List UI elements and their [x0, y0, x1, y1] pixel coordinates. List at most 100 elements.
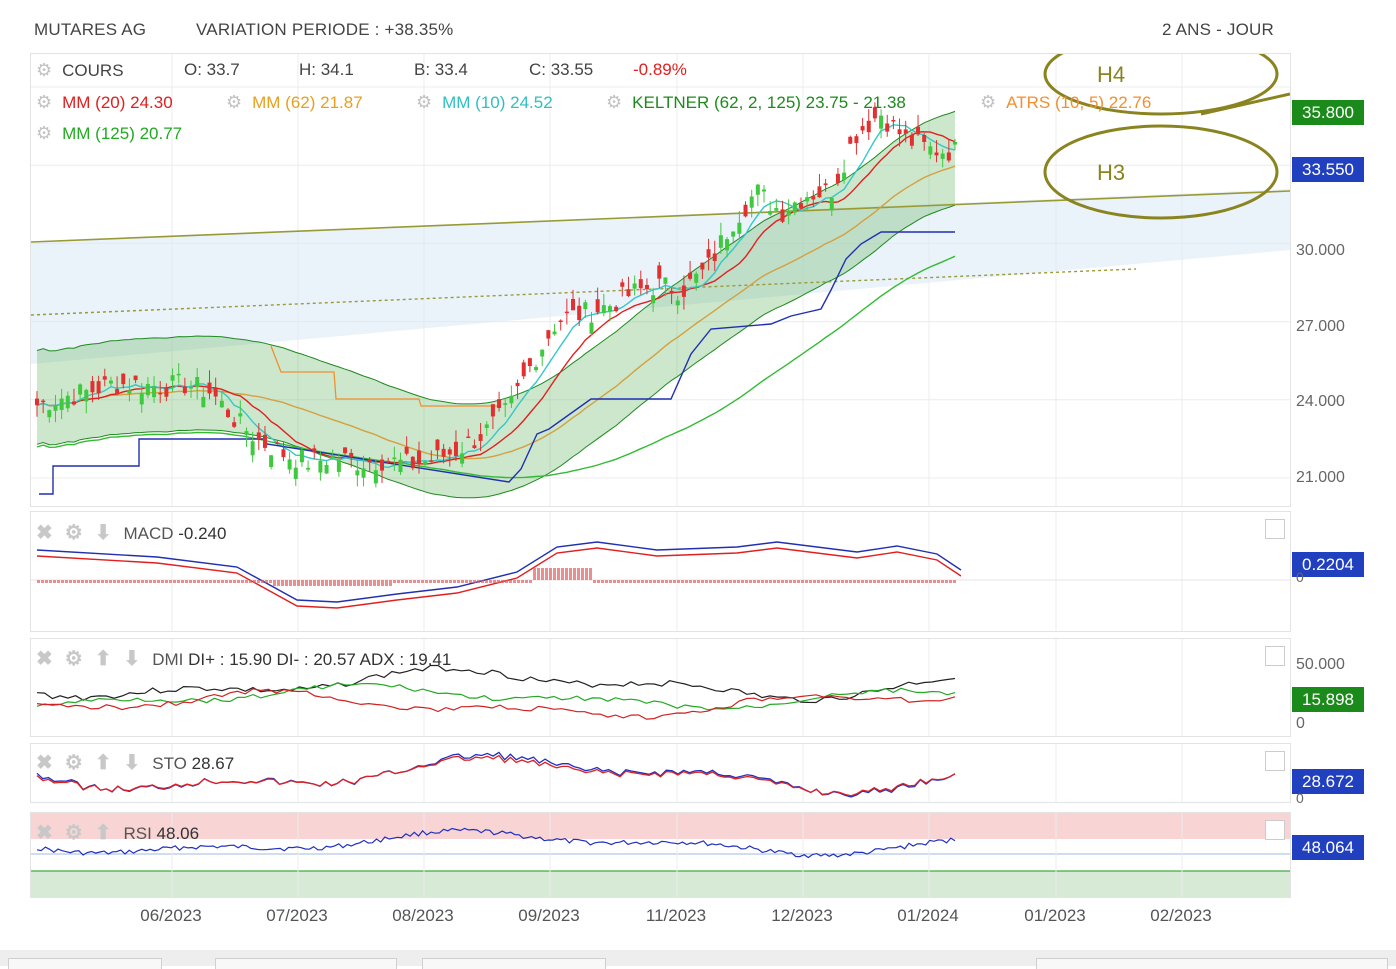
- legend-keltner: KELTNER (62, 2, 125) 23.75 - 21.38: [632, 93, 906, 112]
- macd-histogram-bar: [341, 580, 344, 586]
- arrow-up-icon[interactable]: ⬆: [94, 822, 112, 844]
- macd-histogram-bar: [193, 580, 196, 583]
- arrow-down-icon[interactable]: ⬇: [123, 752, 141, 774]
- macd-signal-line: [36, 547, 962, 609]
- bottom-tab[interactable]: [8, 958, 162, 969]
- candle-body: [472, 445, 477, 449]
- arrow-up-icon[interactable]: ⬆: [94, 648, 112, 670]
- sto-checkbox[interactable]: [1265, 751, 1285, 771]
- macd-checkbox[interactable]: [1265, 519, 1285, 539]
- candle-body: [626, 289, 631, 297]
- gear-icon[interactable]: ⚙: [36, 92, 53, 112]
- rsi-tag: 48.064: [1292, 835, 1364, 860]
- gear-icon[interactable]: ⚙: [36, 60, 53, 80]
- period-selector[interactable]: 2 ANS - JOUR: [1162, 20, 1274, 39]
- sto-panel[interactable]: [30, 743, 1291, 803]
- candle-body: [521, 362, 526, 377]
- macd-header: ✖ ⚙ ⬇ MACD -0.240: [36, 520, 226, 545]
- macd-histogram-bar: [621, 580, 624, 583]
- gear-icon[interactable]: ⚙: [980, 92, 997, 112]
- candle-body: [225, 409, 230, 418]
- macd-histogram-bar: [293, 580, 296, 586]
- candle-body: [219, 400, 224, 408]
- arrow-down-icon[interactable]: ⬇: [123, 648, 141, 670]
- gear-icon[interactable]: ⚙: [226, 92, 243, 112]
- candle-body: [601, 305, 606, 314]
- macd-histogram-bar: [237, 580, 240, 583]
- gear-icon[interactable]: ⚙: [36, 123, 53, 143]
- macd-panel[interactable]: [30, 511, 1291, 632]
- candle-body: [189, 387, 194, 389]
- macd-histogram-bar: [253, 580, 256, 583]
- macd-histogram-bar: [785, 580, 788, 583]
- macd-histogram-bar: [241, 580, 244, 583]
- macd-histogram-bar: [373, 580, 376, 586]
- candle-body: [213, 388, 218, 397]
- macd-histogram-bar: [197, 580, 200, 583]
- close-icon[interactable]: ✖: [36, 822, 53, 844]
- candle-body: [607, 306, 612, 312]
- macd-histogram-bar: [657, 580, 660, 583]
- macd-histogram-bar: [453, 580, 456, 583]
- macd-histogram-bar: [741, 580, 744, 583]
- gear-icon[interactable]: ⚙: [64, 522, 83, 544]
- candle-body: [885, 123, 890, 132]
- macd-histogram-bar: [173, 580, 176, 583]
- candle-body: [195, 377, 200, 388]
- arrow-up-icon[interactable]: ⬆: [94, 752, 112, 774]
- dmi-panel[interactable]: [30, 638, 1291, 737]
- arrow-down-icon[interactable]: ⬇: [94, 522, 112, 544]
- macd-axis-zero: 0: [1296, 569, 1304, 585]
- macd-histogram-bar: [613, 580, 616, 583]
- macd-histogram-bar: [801, 580, 804, 583]
- macd-histogram-bar: [497, 580, 500, 583]
- candle-body: [102, 376, 107, 380]
- price-panel[interactable]: [30, 53, 1291, 507]
- x-axis-tick: 07/2023: [266, 906, 328, 925]
- candle-body: [53, 405, 58, 411]
- gear-icon[interactable]: ⚙: [64, 752, 83, 774]
- annotation-h3-ellipse: [1043, 124, 1279, 220]
- dmi-checkbox[interactable]: [1265, 646, 1285, 666]
- candle-body: [299, 449, 304, 463]
- macd-histogram-bar: [509, 580, 512, 583]
- gear-icon[interactable]: ⚙: [416, 92, 433, 112]
- instrument-name: MUTARES AG: [34, 20, 147, 39]
- macd-histogram-bar: [653, 580, 656, 583]
- price-chart: [31, 54, 1290, 506]
- rsi-overbought-zone: [31, 813, 1290, 839]
- close-icon[interactable]: ✖: [36, 752, 53, 774]
- macd-histogram-bar: [641, 580, 644, 583]
- close-icon[interactable]: ✖: [36, 648, 53, 670]
- bottom-tab[interactable]: [1036, 958, 1388, 969]
- adx-line: [36, 664, 956, 704]
- rsi-panel[interactable]: [30, 812, 1291, 898]
- macd-histogram-bar: [493, 580, 496, 583]
- candle-body: [552, 331, 557, 335]
- candle-body: [688, 272, 693, 279]
- candle-body: [293, 467, 298, 479]
- bottom-tab[interactable]: [215, 958, 397, 969]
- candle-body: [798, 203, 803, 208]
- macd-histogram-bar: [753, 580, 756, 583]
- candle-body: [435, 439, 440, 451]
- candle-body: [583, 302, 588, 310]
- gear-icon[interactable]: ⚙: [606, 92, 623, 112]
- annotation-h4: H4: [1097, 62, 1126, 87]
- candle-body: [946, 152, 951, 161]
- candle-body: [829, 197, 834, 211]
- candle-body: [737, 222, 742, 234]
- macd-histogram-bar: [837, 580, 840, 583]
- bottom-tab[interactable]: [422, 958, 606, 969]
- macd-histogram-bar: [549, 568, 552, 580]
- rsi-oversold-zone: [31, 871, 1290, 897]
- macd-histogram-bar: [565, 568, 568, 580]
- gear-icon[interactable]: ⚙: [64, 648, 83, 670]
- candle-body: [681, 285, 686, 297]
- gear-icon[interactable]: ⚙: [64, 822, 83, 844]
- macd-histogram-bar: [805, 580, 808, 583]
- candle-body: [176, 373, 181, 376]
- close-icon[interactable]: ✖: [36, 522, 53, 544]
- rsi-checkbox[interactable]: [1265, 820, 1285, 840]
- candle-body: [244, 431, 249, 435]
